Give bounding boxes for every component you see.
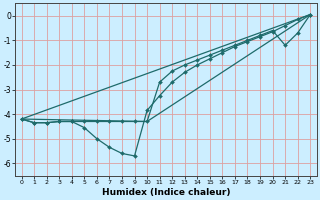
X-axis label: Humidex (Indice chaleur): Humidex (Indice chaleur): [102, 188, 230, 197]
